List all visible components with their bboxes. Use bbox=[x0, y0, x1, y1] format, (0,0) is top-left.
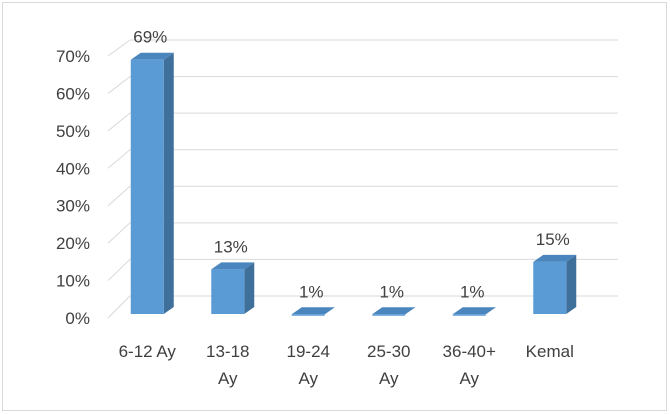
bar-top-face bbox=[533, 254, 577, 262]
bar bbox=[533, 254, 577, 314]
y-tick-label: 40% bbox=[56, 159, 90, 178]
y-tick-label: 50% bbox=[56, 122, 90, 141]
gridlines bbox=[107, 39, 618, 319]
data-label: 1% bbox=[460, 282, 485, 301]
y-tick-label: 0% bbox=[65, 309, 90, 328]
gridline bbox=[107, 185, 618, 207]
data-label: 1% bbox=[379, 282, 404, 301]
bar-side-face bbox=[163, 52, 174, 314]
y-tick-label: 10% bbox=[56, 272, 90, 291]
bar-top-face bbox=[372, 307, 416, 315]
bar-front-face bbox=[211, 269, 245, 314]
gridline bbox=[107, 39, 618, 57]
x-tick-label: 19-24 bbox=[287, 342, 330, 361]
y-tick-label: 60% bbox=[56, 84, 90, 103]
bar bbox=[130, 52, 174, 314]
bar-top-face bbox=[291, 307, 335, 315]
bar-top-face bbox=[211, 262, 255, 270]
bar-side-face bbox=[566, 254, 577, 314]
data-label: 13% bbox=[214, 237, 248, 256]
bar-front-face bbox=[452, 314, 486, 316]
y-tick-label: 70% bbox=[56, 47, 90, 66]
bar-top-face bbox=[130, 52, 174, 60]
bar-side-face bbox=[244, 262, 255, 314]
x-tick-label: Kemal bbox=[526, 342, 574, 361]
data-label: 15% bbox=[536, 230, 570, 249]
bar bbox=[372, 307, 416, 316]
x-tick-label: Ay bbox=[298, 369, 318, 388]
gridline bbox=[107, 222, 618, 244]
data-label: 1% bbox=[299, 282, 324, 301]
x-tick-label: 25-30 bbox=[367, 342, 410, 361]
bar bbox=[291, 307, 335, 316]
x-tick-label: 13-18 bbox=[206, 342, 249, 361]
x-tick-label: Ay bbox=[218, 369, 238, 388]
bar-front-face bbox=[533, 261, 567, 314]
bar bbox=[211, 262, 255, 314]
bar-front-face bbox=[291, 314, 325, 316]
gridline bbox=[107, 76, 618, 94]
x-tick-label: Ay bbox=[379, 369, 399, 388]
bar-front-face bbox=[372, 314, 406, 316]
bar-top-face bbox=[452, 307, 496, 315]
gridline bbox=[107, 295, 618, 319]
gridline bbox=[107, 112, 618, 132]
bar bbox=[452, 307, 496, 316]
bars bbox=[130, 52, 577, 316]
data-labels: 69% 13% 1% 1% 1% 15% bbox=[133, 28, 570, 302]
x-tick-label: Ay bbox=[459, 369, 479, 388]
y-tick-label: 20% bbox=[56, 234, 90, 253]
y-axis-tick-labels: 0% 10% 20% 30% 40% 50% 60% 70% bbox=[56, 47, 90, 328]
x-tick-label: 6-12 Ay bbox=[119, 342, 177, 361]
gridline bbox=[107, 149, 618, 169]
data-label: 69% bbox=[133, 28, 167, 47]
x-axis-tick-labels: 6-12 Ay 13-18 Ay 19-24 Ay 25-30 Ay 36-40+ Ay Kema… bbox=[119, 342, 574, 388]
y-tick-label: 30% bbox=[56, 197, 90, 216]
bar-front-face bbox=[130, 59, 164, 314]
gridline bbox=[107, 258, 618, 281]
x-tick-label: 36-40+ bbox=[443, 342, 496, 361]
